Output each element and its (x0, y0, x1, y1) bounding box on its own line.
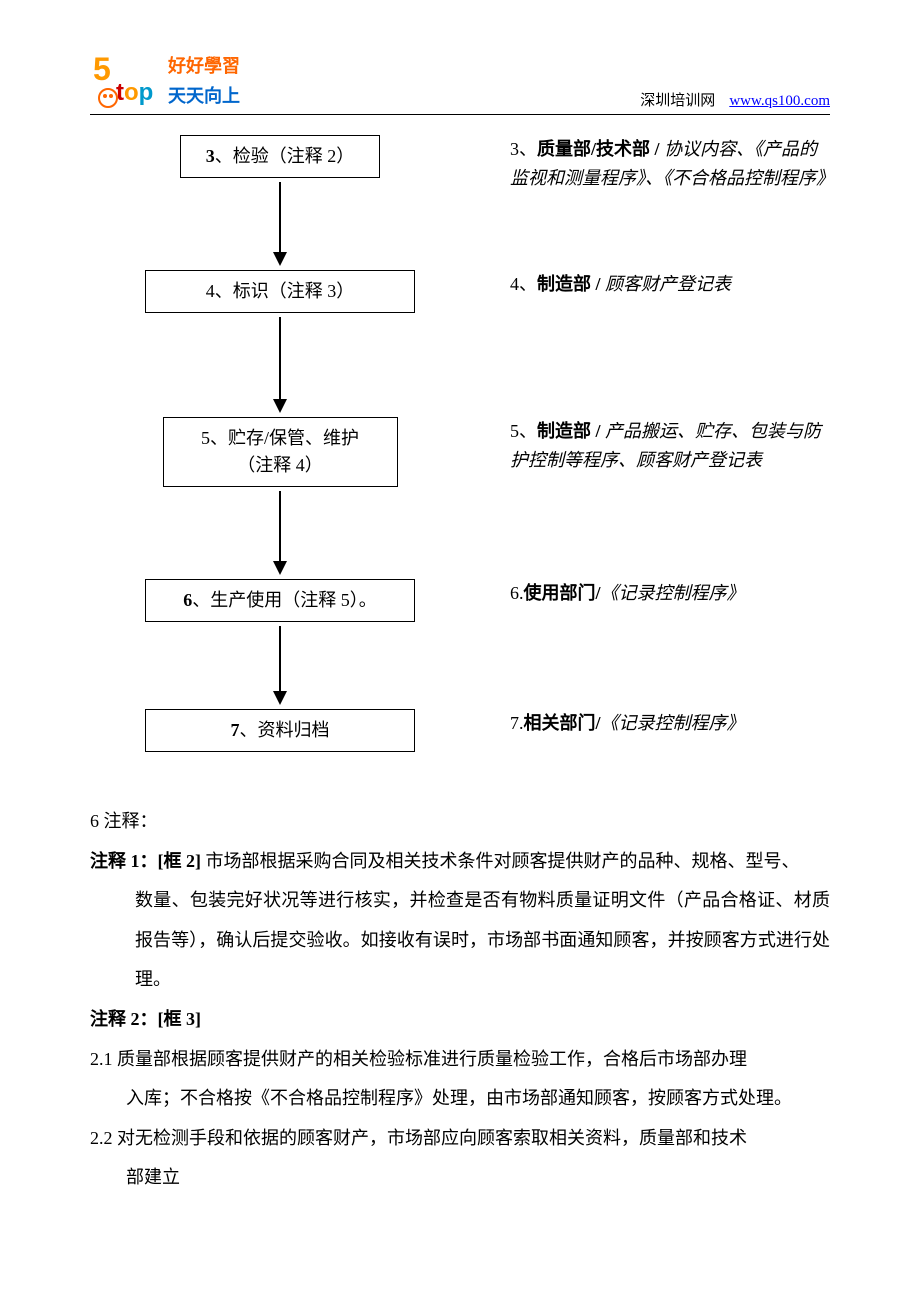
arrow-line (279, 626, 281, 691)
svg-text:5: 5 (93, 51, 111, 87)
header-right: 深圳培训网 www.qs100.com (640, 89, 830, 110)
annotation-subitem: 2.2 对无检测手段和依据的顾客财产，市场部应向顾客索取相关资料，质量部和技术部… (90, 1119, 830, 1198)
flow-row: 7、资料归档 7.相关部门/《记录控制程序》 (90, 709, 830, 752)
side-document: 顾客财产登记表 (605, 274, 731, 294)
side-prefix: 5、 (510, 421, 537, 441)
side-department: 制造部 / (537, 421, 605, 441)
arrow-head (273, 252, 287, 266)
flowchart: 3、检验（注释 2） 3、质量部/技术部 / 协议内容、《产品的监视和测量程序》、… (90, 135, 830, 752)
side-department: 制造部 / (537, 274, 605, 294)
svg-text:top: top (116, 79, 153, 106)
side-document: 《记录控制程序》 (601, 713, 745, 733)
arrow-down-icon (273, 182, 287, 266)
annotation-continuation: 数量、包装完好状况等进行核实，并检查是否有物料质量证明文件（产品合格证、材质报告… (90, 881, 830, 1000)
flow-left-column: 6、生产使用（注释 5）。 (90, 579, 470, 709)
side-department: 相关部门/ (524, 713, 601, 733)
side-department: 使用部门/ (524, 583, 601, 603)
side-prefix: 3、 (510, 139, 537, 159)
arrow-line (279, 182, 281, 252)
annotation-item: 注释 2：[框 3] (90, 1000, 830, 1040)
flow-left-column: 3、检验（注释 2） (90, 135, 470, 270)
logo-line1: 好好學習 (168, 52, 240, 78)
flow-left-column: 7、资料归档 (90, 709, 470, 752)
subitem-line: 2.2 对无检测手段和依据的顾客财产，市场部应向顾客索取相关资料，质量部和技术 (90, 1119, 830, 1159)
flow-row: 5、贮存/保管、维护（注释 4） 5、制造部 / 产品搬运、贮存、包装与防护控制等… (90, 417, 830, 579)
subitem-line-cont: 部建立 (90, 1158, 830, 1198)
flow-box-text: 、检验（注释 2） (215, 146, 355, 166)
flow-box-prefix: 7 (231, 720, 240, 740)
arrow-line (279, 317, 281, 399)
flow-box-text: 、资料归档 (240, 720, 330, 740)
page-header: 5 top 好好學習 天天向上 深圳培训网 www.qs100.com (90, 50, 830, 115)
flow-box-prefix: 6 (183, 590, 192, 610)
flow-box: 7、资料归档 (145, 709, 415, 752)
side-document: 《记录控制程序》 (601, 583, 745, 603)
flow-side-text: 5、制造部 / 产品搬运、贮存、包装与防护控制等程序、顾客财产登记表 (470, 417, 830, 475)
logo-line2: 天天向上 (168, 82, 240, 108)
annotation-heading: 6 注释： (90, 802, 830, 842)
flow-box: 5、贮存/保管、维护（注释 4） (163, 417, 398, 487)
subitem-line-cont: 入库；不合格按《不合格品控制程序》处理，由市场部通知顾客，按顾客方式处理。 (90, 1079, 830, 1119)
arrow-line (279, 491, 281, 561)
flow-left-column: 4、标识（注释 3） (90, 270, 470, 417)
side-prefix: 6. (510, 583, 524, 603)
side-department: 质量部/技术部 / (537, 139, 664, 159)
flow-side-text: 4、制造部 / 顾客财产登记表 (470, 270, 830, 299)
flow-row: 3、检验（注释 2） 3、质量部/技术部 / 协议内容、《产品的监视和测量程序》、… (90, 135, 830, 270)
annotation-line1: 市场部根据采购合同及相关技术条件对顾客提供财产的品种、规格、型号、 (206, 851, 800, 871)
header-site-label: 深圳培训网 (640, 89, 715, 110)
side-prefix: 7. (510, 713, 524, 733)
annotation-subitem: 2.1 质量部根据顾客提供财产的相关检验标准进行质量检验工作，合格后市场部办理入… (90, 1040, 830, 1119)
header-link[interactable]: www.qs100.com (729, 93, 830, 110)
annotation-section: 6 注释： 注释 1：[框 2] 市场部根据采购合同及相关技术条件对顾客提供财产… (90, 802, 830, 1198)
flow-row: 4、标识（注释 3） 4、制造部 / 顾客财产登记表 (90, 270, 830, 417)
flow-left-column: 5、贮存/保管、维护（注释 4） (90, 417, 470, 579)
annotation-label: 注释 1：[框 2] (90, 851, 201, 871)
logo-icon: 5 top (90, 50, 160, 110)
flow-side-text: 3、质量部/技术部 / 协议内容、《产品的监视和测量程序》、《不合格品控制程序》 (470, 135, 830, 193)
annotation-label: 注释 2：[框 3] (90, 1009, 201, 1029)
arrow-down-icon (273, 317, 287, 413)
arrow-down-icon (273, 491, 287, 575)
arrow-down-icon (273, 626, 287, 705)
side-prefix: 4、 (510, 274, 537, 294)
logo-container: 5 top 好好學習 天天向上 (90, 50, 240, 110)
subitem-line: 2.1 质量部根据顾客提供财产的相关检验标准进行质量检验工作，合格后市场部办理 (90, 1040, 830, 1080)
flow-box: 4、标识（注释 3） (145, 270, 415, 313)
flow-box: 3、检验（注释 2） (180, 135, 380, 178)
flow-side-text: 6.使用部门/《记录控制程序》 (470, 579, 830, 608)
annotation-item: 注释 1：[框 2] 市场部根据采购合同及相关技术条件对顾客提供财产的品种、规格… (90, 842, 830, 882)
flow-box: 6、生产使用（注释 5）。 (145, 579, 415, 622)
arrow-head (273, 399, 287, 413)
flow-box-text: 、生产使用（注释 5）。 (192, 590, 377, 610)
arrow-head (273, 561, 287, 575)
logo-text: 好好學習 天天向上 (168, 52, 240, 108)
flow-row: 6、生产使用（注释 5）。 6.使用部门/《记录控制程序》 (90, 579, 830, 709)
arrow-head (273, 691, 287, 705)
flow-box-prefix: 3 (206, 146, 215, 166)
flow-side-text: 7.相关部门/《记录控制程序》 (470, 709, 830, 738)
